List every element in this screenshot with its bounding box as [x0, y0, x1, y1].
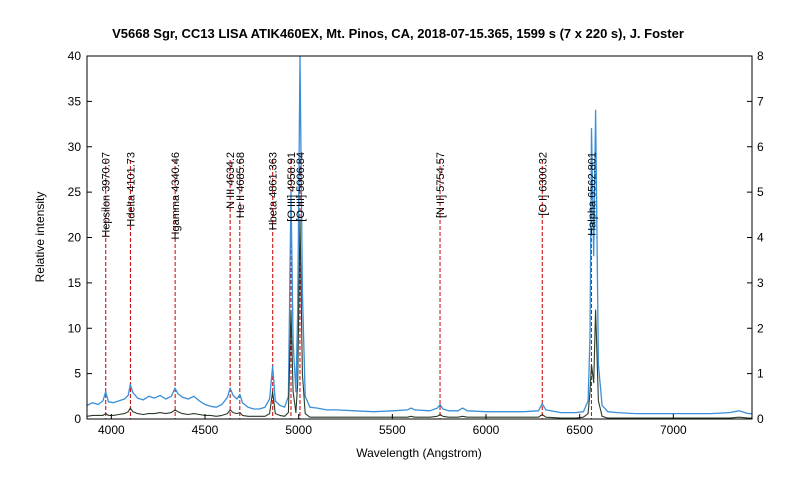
x-tick-label: 5500: [379, 423, 406, 437]
y-tick-label: 35: [68, 94, 82, 108]
line-marker-label: [O III] 4958.91: [286, 152, 298, 222]
y-tick-label: 10: [68, 321, 82, 335]
spectrum-series-dark: [87, 218, 752, 419]
x-tick-label: 6000: [473, 423, 500, 437]
y2-tick-label: 7: [757, 94, 764, 108]
y2-tick-label: 0: [757, 412, 764, 426]
x-axis-label: Wavelength (Angstrom): [356, 446, 482, 460]
line-marker-label: He II 4685.68: [235, 152, 247, 218]
chart-title: V5668 Sgr, CC13 LISA ATIK460EX, Mt. Pino…: [112, 26, 684, 41]
y2-tick-label: 4: [757, 231, 764, 245]
line-marker-label: Halpha 6562.801: [586, 152, 598, 236]
y2-tick-label: 2: [757, 321, 764, 335]
line-marker-label: [O I] 6300.32: [537, 152, 549, 216]
line-marker-label: [O III] 5006.84: [295, 152, 307, 222]
y-tick-label: 15: [68, 276, 82, 290]
line-marker-label: Hbeta 4861.363: [268, 152, 280, 230]
y-tick-label: 0: [74, 412, 81, 426]
y-axis-label: Relative intensity: [33, 192, 47, 283]
y-axis-ticks: 0 5 10 15 20 25 30 35 40: [68, 49, 92, 426]
y2-axis-ticks: 0 1 2 3 4 5 6 7 8: [747, 49, 764, 426]
x-tick-label: 4000: [98, 423, 125, 437]
line-marker-label: Hdelta 4101.73: [125, 152, 137, 227]
line-marker-label: N III 4634.2: [225, 152, 237, 209]
y-tick-label: 40: [68, 49, 82, 63]
y2-tick-label: 3: [757, 276, 764, 290]
line-marker-label: [N II] 5754.57: [435, 152, 447, 218]
y-tick-label: 5: [74, 367, 81, 381]
y2-tick-label: 5: [757, 185, 764, 199]
y2-tick-label: 6: [757, 140, 764, 154]
y-tick-label: 30: [68, 140, 82, 154]
line-marker-label: Hepsilon 3970.07: [101, 152, 113, 238]
x-axis-ticks: 4000 4500 5000 5500 6000 6500 7000: [98, 414, 687, 437]
x-tick-label: 7000: [660, 423, 687, 437]
y-tick-label: 20: [68, 231, 82, 245]
x-tick-label: 4500: [192, 423, 219, 437]
x-tick-label: 6500: [566, 423, 593, 437]
plot-frame: [86, 55, 753, 420]
line-marker-label: Hgamma 4340.46: [170, 152, 182, 239]
y2-tick-label: 1: [757, 367, 764, 381]
y-tick-label: 25: [68, 185, 82, 199]
x-tick-label: 5000: [285, 423, 312, 437]
y2-tick-label: 8: [757, 49, 764, 63]
spectrum-series-blue: [87, 56, 752, 415]
